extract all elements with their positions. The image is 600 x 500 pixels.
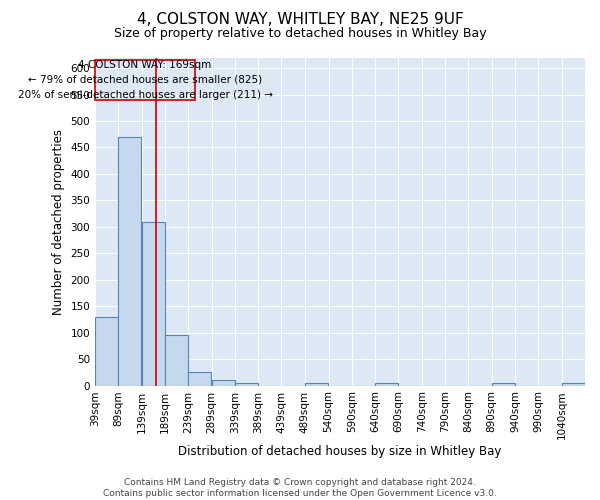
X-axis label: Distribution of detached houses by size in Whitley Bay: Distribution of detached houses by size … [178, 444, 502, 458]
Text: Size of property relative to detached houses in Whitley Bay: Size of property relative to detached ho… [113, 28, 487, 40]
Bar [562, 383, 585, 386]
Bar [95, 317, 118, 386]
Text: 4 COLSTON WAY: 169sqm
← 79% of detached houses are smaller (825)
20% of semi-det: 4 COLSTON WAY: 169sqm ← 79% of detached … [17, 60, 272, 100]
Bar [118, 137, 142, 386]
Bar [165, 336, 188, 386]
Text: Contains HM Land Registry data © Crown copyright and database right 2024.
Contai: Contains HM Land Registry data © Crown c… [103, 478, 497, 498]
Bar [212, 380, 235, 386]
Bar [235, 383, 258, 386]
Text: 4, COLSTON WAY, WHITLEY BAY, NE25 9UF: 4, COLSTON WAY, WHITLEY BAY, NE25 9UF [137, 12, 463, 28]
Bar [492, 383, 515, 386]
Bar [188, 372, 211, 386]
Y-axis label: Number of detached properties: Number of detached properties [52, 128, 65, 314]
Bar [375, 383, 398, 386]
Bar [142, 222, 165, 386]
Bar [305, 383, 328, 386]
